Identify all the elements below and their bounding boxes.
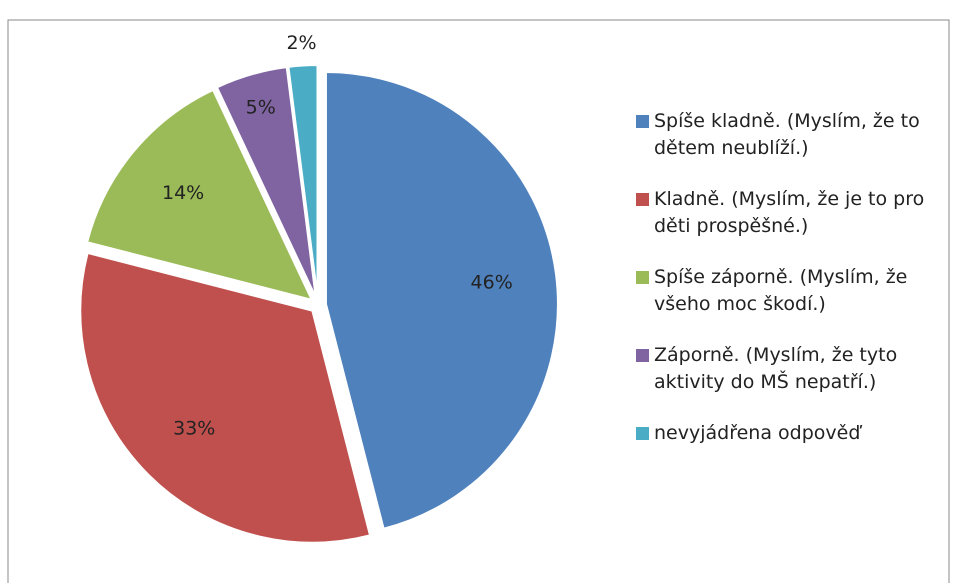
- data-label: 5%: [246, 96, 276, 118]
- legend-swatch: [636, 349, 649, 362]
- legend-swatch: [636, 193, 649, 206]
- pie-slice: [324, 70, 559, 530]
- frame: [7, 19, 950, 583]
- legend-item: nevyjádřena odpověď: [636, 420, 936, 447]
- legend-label: Spíše záporně. (Myslím, že všeho moc ško…: [654, 266, 908, 315]
- data-label: 33%: [173, 417, 215, 439]
- pie-slice: [215, 66, 317, 298]
- data-label: 14%: [162, 182, 204, 204]
- legend-swatch: [636, 427, 649, 440]
- data-label: 2%: [286, 32, 316, 54]
- legend-item: Kladně. (Myslím, že je to pro děti prosp…: [636, 186, 936, 240]
- pie-slice: [79, 251, 372, 544]
- legend-item: Záporně. (Myslím, že tyto aktivity do MŠ…: [636, 342, 936, 396]
- legend-label: Kladně. (Myslím, že je to pro děti prosp…: [654, 188, 925, 237]
- legend: Spíše kladně. (Myslím, že to dětem neubl…: [636, 108, 936, 471]
- data-label: 46%: [471, 272, 513, 294]
- legend-item: Spíše záporně. (Myslím, že všeho moc ško…: [636, 264, 936, 318]
- pie-slice: [85, 88, 314, 302]
- legend-item: Spíše kladně. (Myslím, že to dětem neubl…: [636, 108, 936, 162]
- pie-slice: [287, 64, 319, 298]
- legend-swatch: [636, 115, 649, 128]
- legend-label: nevyjádřena odpověď: [654, 422, 861, 444]
- legend-swatch: [636, 271, 649, 284]
- legend-label: Spíše kladně. (Myslím, že to dětem neubl…: [654, 110, 920, 159]
- legend-label: Záporně. (Myslím, že tyto aktivity do MŠ…: [654, 344, 898, 393]
